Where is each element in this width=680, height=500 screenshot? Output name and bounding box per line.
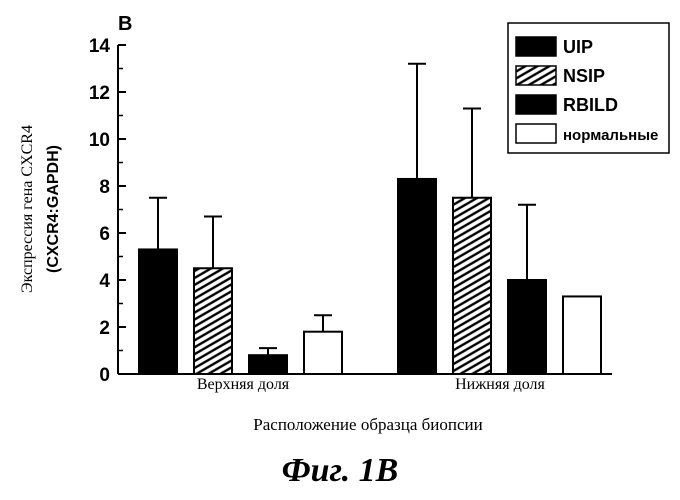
legend: UIP NSIP RBILD нормальные [508,23,669,153]
legend-label: NSIP [563,66,605,86]
legend-items: UIP NSIP RBILD нормальные [516,37,658,144]
legend-label: RBILD [563,95,618,115]
legend-swatch [516,95,556,114]
legend-label: нормальные [563,127,658,144]
bar-uip [398,179,436,374]
x-tick-label-upper-lobe: Верхняя доля [197,376,290,393]
figure-caption: Фиг. 1В [0,452,680,490]
y-tick-label: 2 [99,318,110,339]
bar-chart: B 0 2 4 6 8 10 12 14 Экспрессия гена CXCR4 (CXC… [0,0,680,450]
panel-label: B [118,13,132,35]
bar-rbild [249,355,287,374]
bar-nsip [453,198,491,374]
y-tick-label: 4 [99,271,110,292]
legend-swatch [516,37,556,56]
bar-нормальные [563,296,601,374]
bar-rbild [508,280,546,374]
legend-label: UIP [563,37,593,57]
y-tick-label: 14 [89,36,111,57]
y-axis-label-line1: Экспрессия гена CXCR4 [19,125,36,293]
y-tick-label: 12 [89,83,110,104]
legend-swatch [516,66,556,85]
y-axis-label-line2: (CXCR4:GAPDH) [45,145,62,273]
legend-swatch [516,124,556,143]
y-tick-label: 0 [99,365,110,386]
bar-uip [139,249,177,374]
bar-нормальные [304,332,342,374]
y-tick-label: 6 [99,224,110,245]
x-tick-label-lower-lobe: Нижняя доля [455,376,545,393]
y-tick-label: 10 [89,130,110,151]
x-axis-label: Расположение образца биопсии [253,415,482,434]
y-tick-label: 8 [99,177,110,198]
bar-nsip [194,268,232,374]
